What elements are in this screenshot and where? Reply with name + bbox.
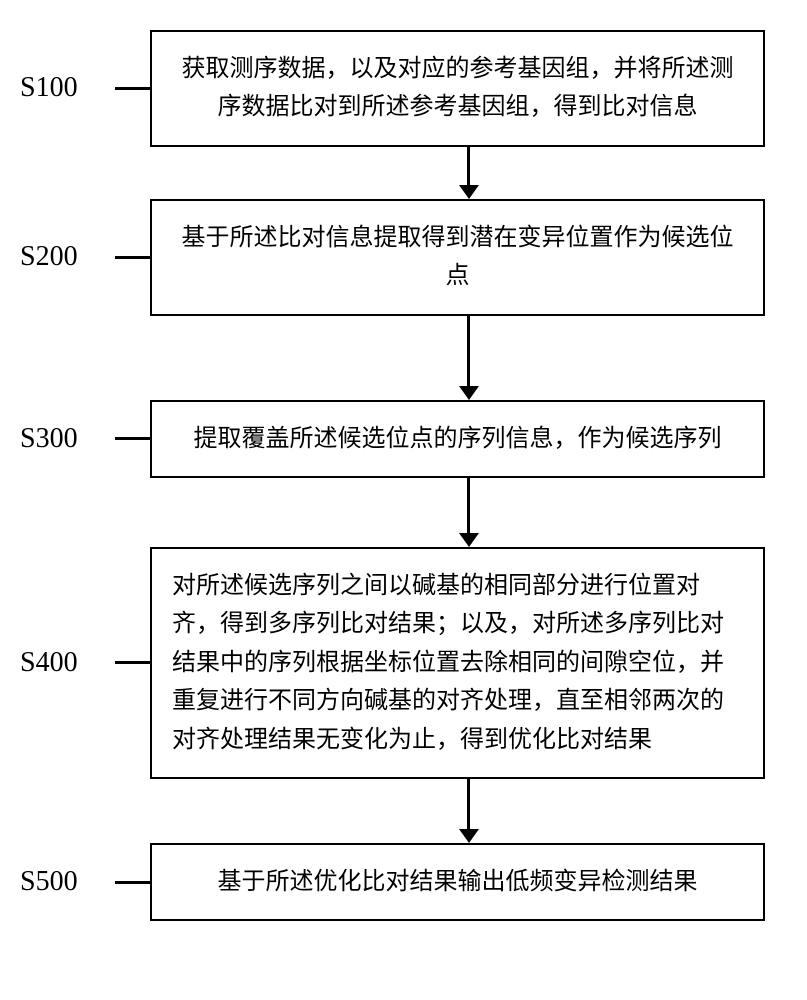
arrow-head-2 (459, 386, 479, 400)
connector-s200 (115, 256, 150, 259)
step-label-s200: S200 (20, 241, 100, 273)
arrow-line-3 (467, 478, 470, 533)
arrow-line-2 (467, 316, 470, 386)
flowchart-container: S100 获取测序数据，以及对应的参考基因组，并将所述测序数据比对到所述参考基因… (20, 30, 787, 970)
step-row-s400: S400 对所述候选序列之间以碱基的相同部分进行位置对齐，得到多序列比对结果；以… (20, 547, 787, 779)
step-text-s300: 提取覆盖所述候选位点的序列信息，作为候选序列 (194, 426, 722, 452)
arrow-2 (459, 316, 479, 400)
step-box-s300: 提取覆盖所述候选位点的序列信息，作为候选序列 (150, 400, 765, 478)
arrow-line-1 (467, 147, 470, 185)
step-row-s100: S100 获取测序数据，以及对应的参考基因组，并将所述测序数据比对到所述参考基因… (20, 30, 787, 147)
step-label-s100: S100 (20, 72, 100, 104)
arrow-head-1 (459, 185, 479, 199)
arrow-container-4 (20, 779, 787, 843)
step-row-s300: S300 提取覆盖所述候选位点的序列信息，作为候选序列 (20, 400, 787, 478)
step-label-s300: S300 (20, 423, 100, 455)
step-label-s500: S500 (20, 866, 100, 898)
connector-s400 (115, 661, 150, 664)
connector-s100 (115, 87, 150, 90)
arrow-container-1 (20, 147, 787, 199)
step-box-s200: 基于所述比对信息提取得到潜在变异位置作为候选位点 (150, 199, 765, 316)
step-text-s400: 对所述候选序列之间以碱基的相同部分进行位置对齐，得到多序列比对结果；以及，对所述… (172, 573, 724, 753)
step-box-s500: 基于所述优化比对结果输出低频变异检测结果 (150, 843, 765, 921)
arrow-container-3 (20, 478, 787, 547)
step-box-s400: 对所述候选序列之间以碱基的相同部分进行位置对齐，得到多序列比对结果；以及，对所述… (150, 547, 765, 779)
step-text-s500: 基于所述优化比对结果输出低频变异检测结果 (218, 869, 698, 895)
arrow-4 (459, 779, 479, 843)
arrow-head-4 (459, 829, 479, 843)
step-box-s100: 获取测序数据，以及对应的参考基因组，并将所述测序数据比对到所述参考基因组，得到比… (150, 30, 765, 147)
step-text-s100: 获取测序数据，以及对应的参考基因组，并将所述测序数据比对到所述参考基因组，得到比… (182, 56, 734, 120)
connector-s300 (115, 437, 150, 440)
arrow-head-3 (459, 533, 479, 547)
step-row-s500: S500 基于所述优化比对结果输出低频变异检测结果 (20, 843, 787, 921)
arrow-container-2 (20, 316, 787, 400)
step-text-s200: 基于所述比对信息提取得到潜在变异位置作为候选位点 (182, 225, 734, 289)
arrow-1 (459, 147, 479, 199)
connector-s500 (115, 881, 150, 884)
step-row-s200: S200 基于所述比对信息提取得到潜在变异位置作为候选位点 (20, 199, 787, 316)
arrow-line-4 (467, 779, 470, 829)
step-label-s400: S400 (20, 647, 100, 679)
arrow-3 (459, 478, 479, 547)
